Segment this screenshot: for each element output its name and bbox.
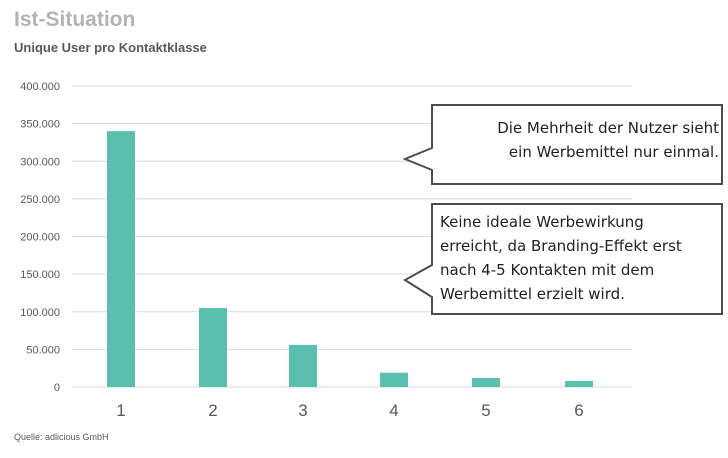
bar xyxy=(565,380,593,387)
callout-branding-line-1: Keine ideale Werbewirkung xyxy=(440,213,644,231)
bars xyxy=(107,131,593,387)
bar xyxy=(380,372,408,387)
callout-shapes xyxy=(402,104,723,315)
callout-branding-line-2: erreicht, da Branding-Effekt erst xyxy=(440,237,682,255)
y-tick-label: 300.000 xyxy=(20,156,60,168)
callout-majority-line-1: Die Mehrheit der Nutzer sieht xyxy=(497,119,719,137)
chart-title: Ist-Situation xyxy=(14,8,136,31)
x-tick-label: 4 xyxy=(389,401,398,420)
y-tick-label: 50.000 xyxy=(26,344,60,356)
y-tick-label: 400.000 xyxy=(20,81,60,93)
callout-branding-line-4: Werbemittel erzielt wird. xyxy=(440,285,625,303)
y-axis-ticks: 0 50.000 100.000 150.000 200.000 250.000 300.0… xyxy=(20,81,60,394)
y-tick-label: 150.000 xyxy=(20,269,60,281)
y-tick-label: 100.000 xyxy=(20,307,60,319)
callout-majority-line-2: ein Werbemittel nur einmal. xyxy=(508,143,719,161)
x-tick-label: 2 xyxy=(208,401,217,420)
callout-box-branding xyxy=(403,203,723,315)
x-tick-label: 1 xyxy=(116,401,125,420)
x-tick-label: 5 xyxy=(481,401,490,420)
y-tick-label: 0 xyxy=(54,382,60,394)
callout-branding: Keine ideale Werbewirkung erreicht, da B… xyxy=(440,210,718,306)
bar xyxy=(289,344,317,387)
y-tick-label: 250.000 xyxy=(20,194,60,206)
callout-branding-line-3: nach 4-5 Kontakten mit dem xyxy=(440,261,655,279)
y-tick-label: 200.000 xyxy=(20,232,60,244)
callout-box-majority xyxy=(402,104,723,185)
chart-subtitle: Unique User pro Kontaktklasse xyxy=(14,40,207,55)
x-tick-label: 6 xyxy=(574,401,583,420)
bar xyxy=(472,377,500,387)
source-note: Quelle: adlicious GmbH xyxy=(14,432,109,442)
bar xyxy=(107,131,135,387)
x-tick-label: 3 xyxy=(298,401,307,420)
callout-majority: Die Mehrheit der Nutzer sieht ein Werbem… xyxy=(444,116,727,164)
bar xyxy=(199,307,227,387)
x-axis-ticks: 1 2 3 4 5 6 xyxy=(116,401,583,420)
y-tick-label: 350.000 xyxy=(20,119,60,131)
